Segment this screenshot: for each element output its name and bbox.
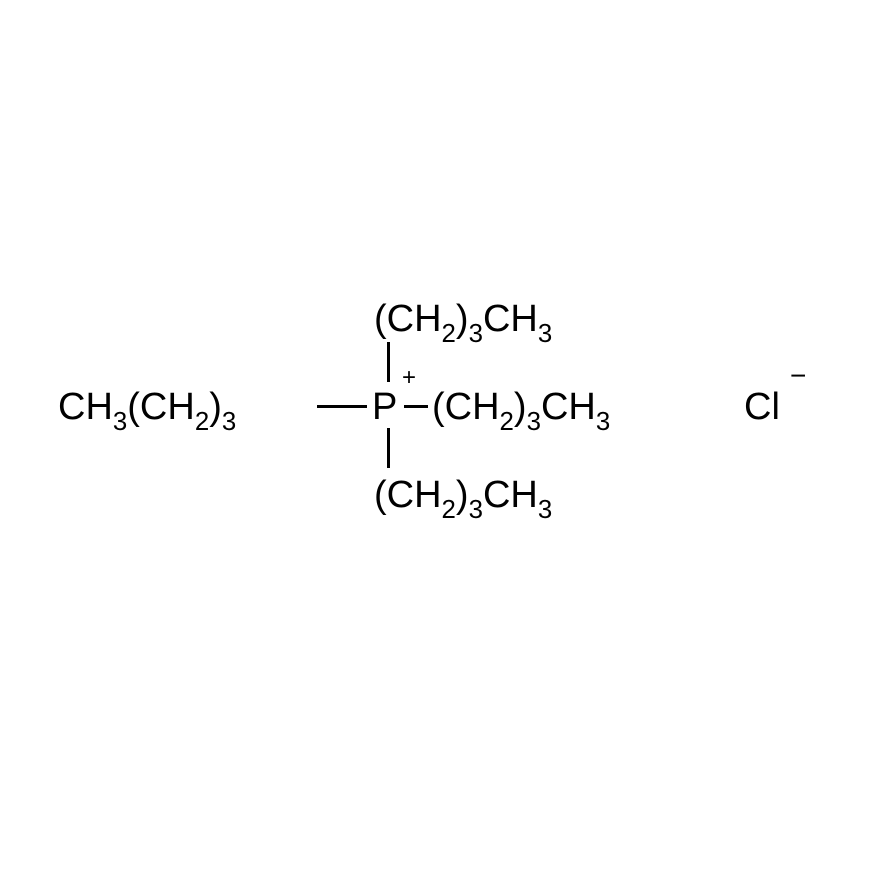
bond-top [387,342,390,382]
s: 3 [222,408,236,436]
left-butyl-group: CH3(CH2)3 [58,388,236,433]
g: ) [514,386,527,428]
phosphorus-atom: P [372,388,397,426]
s: 2 [442,320,456,348]
g: CH [541,386,596,428]
s: 3 [469,320,483,348]
s: 3 [538,496,552,524]
minus-charge: − [790,362,806,390]
top-butyl-group: (CH2)3CH3 [374,300,552,345]
s: 3 [113,408,127,436]
g: CH [483,474,538,516]
g: CH [58,386,113,428]
g: (CH [127,386,195,428]
chemical-structure-canvas: P + (CH2)3CH3 (CH2)3CH3 (CH2)3CH3 CH3(CH… [0,0,890,890]
s: 2 [500,408,514,436]
s: 2 [195,408,209,436]
g: ) [456,298,469,340]
chloride-ion: Cl [744,388,780,426]
s: 3 [527,408,541,436]
right-butyl-group: (CH2)3CH3 [432,388,610,433]
g: (CH [374,474,442,516]
bond-right [404,405,428,408]
bond-bottom [387,428,390,468]
s: 3 [469,496,483,524]
bond-left [317,405,367,408]
plus-charge: + [402,366,416,390]
g: (CH [374,298,442,340]
s: 2 [442,496,456,524]
g: (CH [432,386,500,428]
bottom-butyl-group: (CH2)3CH3 [374,476,552,521]
s: 3 [538,320,552,348]
g: CH [483,298,538,340]
g: ) [209,386,222,428]
s: 3 [596,408,610,436]
g: ) [456,474,469,516]
